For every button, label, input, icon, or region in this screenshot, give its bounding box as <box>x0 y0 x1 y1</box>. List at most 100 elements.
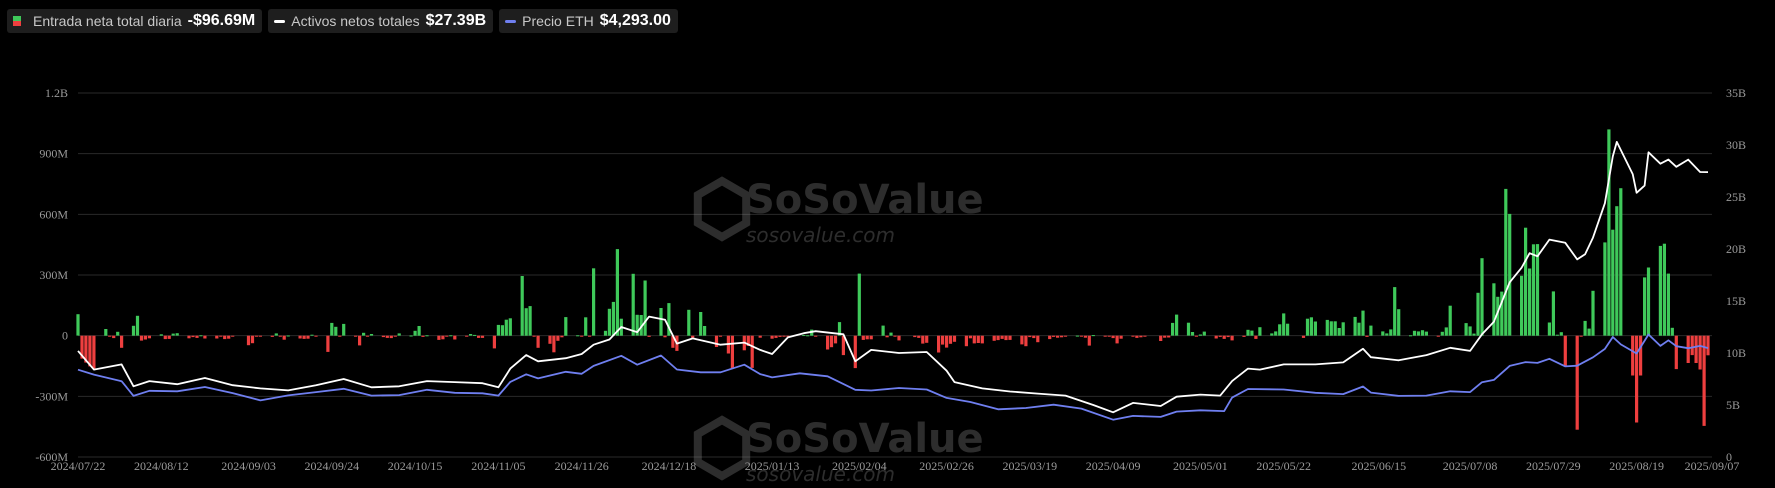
legend-inflow[interactable]: Entrada neta total diaria -$96.69M <box>7 9 263 33</box>
inflow-bar <box>1143 335 1147 337</box>
inflow-bar <box>1008 335 1012 340</box>
inflow-bar <box>1690 335 1694 356</box>
inflow-bar <box>231 335 235 337</box>
inflow-bar <box>1520 275 1524 336</box>
x-tick-label: 2025/07/29 <box>1526 459 1581 473</box>
inflow-bar <box>1464 323 1468 336</box>
inflow-bar <box>223 335 227 340</box>
inflow-bars <box>76 129 1710 430</box>
inflow-bar <box>1282 313 1286 336</box>
inflow-bar <box>425 335 429 337</box>
inflow-bar <box>1500 291 1504 336</box>
inflow-bar <box>750 335 754 368</box>
inflow-bar <box>520 276 524 336</box>
inflow-bar <box>1309 317 1313 336</box>
inflow-bar <box>972 335 976 344</box>
inflow-bar <box>1575 335 1579 430</box>
legend-assets-label: Activos netos totales <box>291 13 420 29</box>
inflow-bar <box>147 335 151 339</box>
inflow-bar <box>508 318 512 336</box>
inflow-bar <box>980 335 984 344</box>
inflow-bar <box>1420 330 1425 336</box>
inflow-bar <box>659 308 663 336</box>
inflow-bar <box>500 325 504 336</box>
inflow-bar <box>1686 335 1690 363</box>
inflow-bar <box>1222 335 1226 339</box>
y-right-tick-label: 15B <box>1726 294 1746 308</box>
inflow-bar <box>1504 188 1508 336</box>
inflow-bar <box>195 335 199 338</box>
inflow-bar <box>1226 335 1230 338</box>
inflow-bar <box>1416 331 1421 336</box>
inflow-bar <box>671 335 675 348</box>
x-tick-label: 2024/11/05 <box>471 459 525 473</box>
x-tick-label: 2025/04/09 <box>1086 459 1141 473</box>
inflow-bar <box>1587 328 1591 336</box>
legend-assets[interactable]: Activos netos totales $27.39B <box>268 9 494 33</box>
inflow-bar <box>921 335 925 344</box>
inflow-bar <box>1436 335 1440 337</box>
inflow-bar <box>1643 277 1647 336</box>
inflow-bar <box>1075 335 1079 337</box>
inflow-bar <box>1171 322 1175 336</box>
inflow-bar <box>369 334 374 336</box>
x-tick-label: 2024/08/12 <box>134 459 189 473</box>
x-tick-label: 2024/09/03 <box>221 459 276 473</box>
inflow-bar <box>187 335 191 339</box>
inflow-bar <box>219 335 223 337</box>
inflow-bar <box>1341 322 1345 336</box>
legend-price[interactable]: Precio ETH $4,293.00 <box>499 9 678 33</box>
inflow-bar <box>1139 335 1143 338</box>
inflow-bar <box>1301 335 1306 338</box>
inflow-bar <box>310 334 314 336</box>
inflow-bar <box>806 335 810 337</box>
inflow-bar <box>952 335 957 342</box>
inflow-bar <box>897 335 901 341</box>
inflow-bar <box>552 335 556 353</box>
x-tick-label: 2025/01/13 <box>745 459 800 473</box>
x-tick-label: 2025/05/22 <box>1256 459 1311 473</box>
y-right-tick-label: 0 <box>1726 450 1732 464</box>
inflow-bar <box>469 334 473 336</box>
legend-price-label: Precio ETH <box>522 13 594 29</box>
inflow-bar <box>1412 330 1417 336</box>
inflow-bar <box>1619 188 1623 336</box>
legend: Entrada neta total diaria -$96.69M Activ… <box>7 9 678 33</box>
inflow-bar <box>453 335 457 340</box>
inflow-bar <box>1254 335 1258 339</box>
legend-assets-value: $27.39B <box>425 12 487 29</box>
y-right-tick-label: 30B <box>1726 138 1746 152</box>
inflow-bar <box>1087 335 1091 346</box>
inflow-bar <box>1278 324 1282 336</box>
inflow-bar <box>1115 335 1119 344</box>
inflow-bar <box>167 335 171 339</box>
inflow-bar <box>1444 327 1448 336</box>
inflow-bar <box>270 335 274 337</box>
inflow-bar <box>833 335 838 344</box>
inflow-bar <box>576 335 580 337</box>
inflow-bar <box>869 335 873 340</box>
inflow-bar <box>1591 290 1595 336</box>
inflow-bar <box>1198 334 1202 336</box>
inflow-bar <box>365 335 370 337</box>
inflow-bar <box>492 335 496 349</box>
y-right-tick-label: 25B <box>1726 190 1746 204</box>
inflow-bar <box>976 335 980 343</box>
watermark-url: sosovalue.com <box>746 462 895 486</box>
inflow-bar <box>1476 292 1480 336</box>
inflow-bar <box>853 335 857 369</box>
inflow-bar <box>1163 335 1167 338</box>
inflow-bar <box>215 335 219 339</box>
y-right-tick-label: 5B <box>1726 398 1740 412</box>
x-tick-label: 2025/02/04 <box>832 459 887 473</box>
inflow-bar <box>480 335 485 338</box>
inflow-bar <box>421 335 425 337</box>
inflow-bar <box>1440 331 1444 336</box>
inflow-bar <box>477 335 481 338</box>
inflow-bar <box>667 303 671 336</box>
inflow-bar <box>1369 325 1373 336</box>
inflow-bar <box>159 334 163 336</box>
inflow-bar <box>893 335 897 337</box>
inflow-bar <box>1004 335 1008 341</box>
